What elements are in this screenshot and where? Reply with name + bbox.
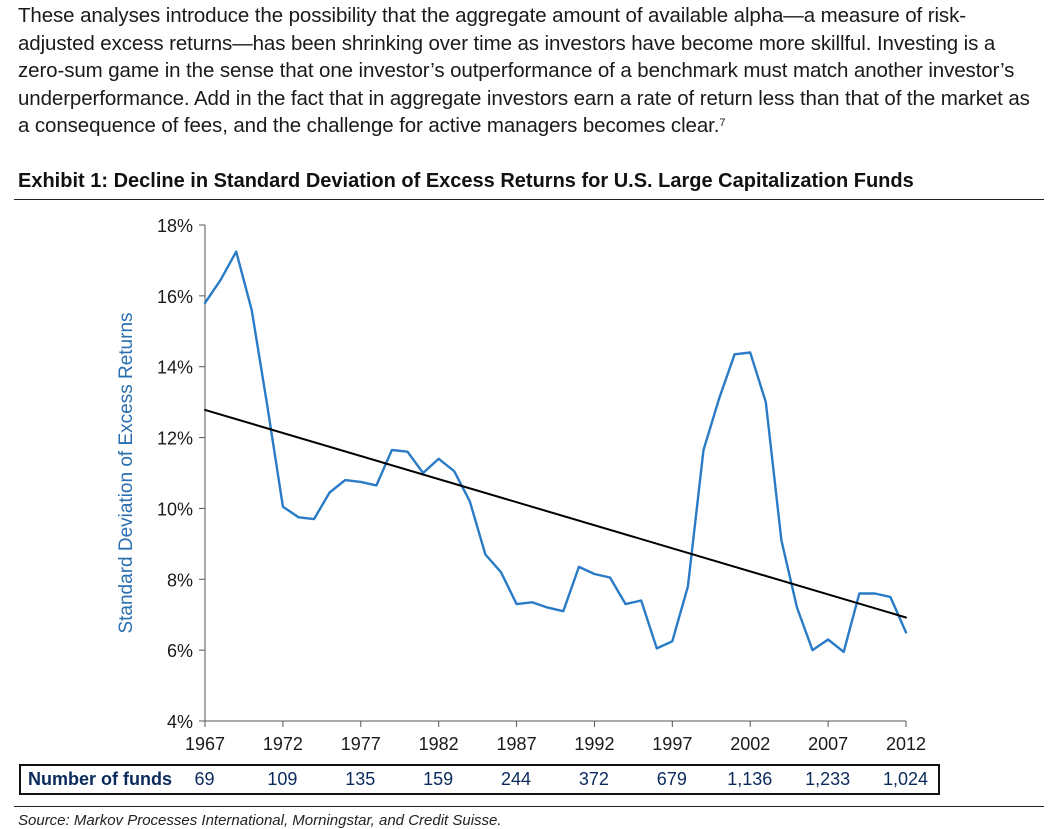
x-tick-label: 1997 <box>652 734 692 754</box>
x-tick-label: 1977 <box>341 734 381 754</box>
funds-count-1982: 159 <box>423 769 454 789</box>
y-tick-label: 4% <box>167 712 193 732</box>
x-tick-label: 1967 <box>185 734 225 754</box>
funds-count-2002: 1,136 <box>727 769 773 789</box>
exhibit-title: Exhibit 1: Decline in Standard Deviation… <box>18 170 914 192</box>
y-tick-label: 10% <box>157 499 193 519</box>
y-axis: 4% 6% 8% 10% 12% 14% 16% 18% <box>157 216 206 732</box>
y-tick-label: 12% <box>157 429 193 449</box>
y-tick-label: 6% <box>167 641 193 661</box>
number-of-funds-table: Number of funds 69 109 135 159 244 372 679 1,13… <box>19 764 940 795</box>
funds-count-1992: 372 <box>578 769 609 789</box>
y-tick-label: 14% <box>157 358 193 378</box>
funds-count-1967: 69 <box>194 769 215 789</box>
source-note: Source: Markov Processes International, … <box>18 812 502 829</box>
funds-count-1972: 109 <box>267 769 298 789</box>
x-tick-label: 1972 <box>263 734 303 754</box>
funds-count-2007: 1,233 <box>805 769 851 789</box>
x-tick-label: 2002 <box>730 734 770 754</box>
x-tick-label: 1992 <box>574 734 614 754</box>
series-layer <box>203 250 908 654</box>
line-chart: 4%6%8%10%12%14%16%18% 1967 1972 1977 1982 19… <box>116 216 926 754</box>
footnote-marker: 7 <box>719 117 726 129</box>
bottom-divider <box>14 806 1044 807</box>
x-axis: 1967 1972 1977 1982 1987 1992 1997 2002 2007 2012 <box>185 720 926 754</box>
funds-count-1987: 244 <box>501 769 532 789</box>
y-axis-label: Standard Deviation of Excess Returns <box>116 312 137 633</box>
y-tick-label: 18% <box>157 216 193 236</box>
funds-count-1997: 679 <box>656 769 687 789</box>
title-divider <box>14 199 1044 200</box>
x-tick-label: 2012 <box>886 734 926 754</box>
intro-text: These analyses introduce the possibility… <box>18 4 1030 137</box>
funds-count-1977: 135 <box>345 769 376 789</box>
y-tick-label: 16% <box>157 287 193 307</box>
intro-paragraph: These analyses introduce the possibility… <box>18 2 1038 140</box>
x-tick-label: 1982 <box>419 734 459 754</box>
excess-returns-series-line <box>203 250 908 654</box>
trend-line <box>204 408 907 619</box>
x-tick-label: 1987 <box>497 734 537 754</box>
funds-count-2012: 1,024 <box>882 769 929 789</box>
x-tick-label: 2007 <box>808 734 848 754</box>
funds-label: Number of funds <box>28 769 172 789</box>
y-tick-label: 8% <box>167 570 193 590</box>
